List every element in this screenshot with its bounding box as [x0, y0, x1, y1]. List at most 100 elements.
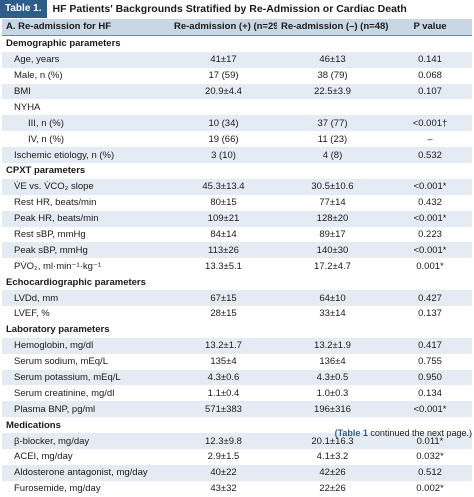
p-value-cell: <0.001*	[413, 244, 447, 256]
table-title-bar: Table 1. HF Patients' Backgrounds Strati…	[0, 0, 474, 18]
table-row: Age, years 41±17 46±13 0.141	[2, 51, 472, 68]
section-label: Demographic parameters	[2, 35, 170, 52]
readmission-minus-cell: 22.5±3.9	[314, 86, 351, 97]
readmission-plus-cell: 40±22	[210, 467, 237, 479]
row-label: Aldosterone antagonist, mg/day	[14, 467, 148, 479]
data-table: A. Re-admission for HF Re-admission (+) …	[2, 19, 472, 497]
table-row: LVEF, % 28±15 33±14 0.137	[2, 306, 472, 322]
readmission-minus-cell: 4.1±3.2	[316, 451, 349, 463]
readmission-plus-cell: 2.9±1.5	[207, 451, 240, 463]
p-value-cell: <0.001†	[412, 117, 448, 129]
row-label: III, n (%)	[28, 117, 64, 129]
p-value-cell: 0.068	[418, 70, 442, 82]
row-label: V̇E vs. V̇CO₂ slope	[14, 181, 94, 193]
readmission-plus-cell: 571±383	[205, 403, 242, 415]
p-value-cell: 0.950	[418, 372, 442, 384]
row-label: Ischemic etiology, n (%)	[14, 149, 115, 161]
table-header-row: A. Re-admission for HF Re-admission (+) …	[2, 19, 472, 36]
p-value-cell	[388, 321, 472, 338]
table-row: Aldosterone antagonist, mg/day 40±22 42±26…	[2, 464, 472, 481]
row-label: Furosemide, mg/day	[14, 483, 101, 495]
p-value-cell	[388, 35, 472, 52]
readmission-minus-cell	[277, 163, 388, 179]
readmission-minus-cell: 38 (79)	[317, 70, 348, 82]
readmission-minus-cell	[277, 417, 388, 434]
section-row: Demographic parameters	[2, 35, 472, 52]
readmission-plus-cell: 17 (59)	[208, 70, 239, 82]
table-row: Peak HR, beats/min 109±21 128±20 <0.001*	[2, 210, 472, 227]
header-p-value: P value	[413, 21, 447, 33]
section-row: Echocardiographic parameters	[2, 274, 472, 291]
p-value-cell	[388, 274, 472, 291]
readmission-minus-cell: 136±4	[319, 356, 346, 368]
readmission-plus-cell: 80±15	[210, 197, 237, 209]
readmission-plus-cell: 43±32	[210, 483, 237, 495]
readmission-minus-cell: 42±26	[319, 467, 346, 479]
readmission-minus-cell: 17.2±4.7	[314, 260, 351, 272]
readmission-minus-cell: 33±14	[319, 308, 346, 320]
header-readmission-minus: Re-admission (–) (n=48)	[281, 21, 388, 33]
table-row: BMI 20.9±4.4 22.5±3.9 0.107	[2, 83, 472, 100]
readmission-minus-cell: 89±17	[319, 229, 346, 241]
row-label: Peak sBP, mmHg	[14, 244, 88, 256]
readmission-plus-cell: 10 (34)	[208, 117, 239, 129]
readmission-minus-cell: 13.2±1.9	[314, 340, 351, 352]
row-label: IV, n (%)	[28, 133, 65, 145]
table-row: Rest HR, beats/min 80±15 77±14 0.432	[2, 195, 472, 211]
row-label: LVDd, mm	[14, 292, 59, 304]
readmission-plus-cell: 12.3±9.8	[205, 435, 242, 447]
header-parameter: A. Re-admission for HF	[6, 21, 112, 33]
row-label: Peak HR, beats/min	[14, 213, 99, 225]
p-value-cell: 0.512	[418, 467, 442, 479]
row-label: Male, n (%)	[14, 70, 63, 82]
row-label: Serum potassium, mEq/L	[14, 372, 121, 384]
readmission-plus-cell: 28±15	[210, 308, 237, 320]
readmission-plus-cell	[170, 321, 277, 338]
row-label: β-blocker, mg/day	[14, 435, 90, 447]
p-value-cell: 0.432	[418, 197, 442, 209]
table-title: HF Patients' Backgrounds Stratified by R…	[52, 3, 407, 15]
readmission-minus-cell	[277, 274, 388, 291]
p-value-cell: 0.002*	[416, 483, 444, 495]
readmission-minus-cell: 46±13	[319, 54, 346, 66]
readmission-minus-cell: 128±20	[316, 213, 349, 225]
readmission-plus-cell: 113±26	[208, 244, 239, 256]
continued-note: (Table 1 continued the next page.)	[335, 428, 472, 438]
readmission-minus-cell: 77±14	[319, 197, 346, 209]
readmission-plus-cell: 19 (66)	[208, 133, 239, 145]
continued-link[interactable]: (Table 1	[334, 428, 368, 438]
readmission-plus-cell: 84±14	[210, 229, 237, 241]
readmission-minus-cell: 22±26	[319, 483, 346, 495]
readmission-plus-cell: 20.9±4.4	[205, 86, 242, 97]
row-label: PV̇O₂, ml·min⁻¹·kg⁻¹	[14, 260, 102, 272]
table-row: Serum potassium, mEq/L 4.3±0.6 4.3±0.5 0.95…	[2, 369, 472, 386]
table-row: Serum sodium, mEq/L 135±4 136±4 0.755	[2, 354, 472, 370]
readmission-minus-cell	[277, 35, 388, 52]
p-value-cell: 0.001*	[416, 260, 444, 272]
continued-text: continued the next page.)	[367, 428, 472, 438]
p-value-cell: 0.532	[418, 149, 442, 161]
p-value-cell: 0.141	[418, 54, 442, 66]
readmission-plus-cell: 45.3±13.4	[202, 181, 245, 193]
row-label: Hemoglobin, mg/dl	[14, 340, 94, 352]
p-value-cell: 0.755	[418, 356, 442, 368]
table-row: Rest sBP, mmHg 84±14 89±17 0.223	[2, 227, 472, 243]
readmission-plus-cell	[170, 417, 277, 434]
row-label: Serum sodium, mEq/L	[14, 356, 108, 368]
table-row: ACEI, mg/day 2.9±1.5 4.1±3.2 0.032*	[2, 449, 472, 465]
row-label: Plasma BNP, pg/ml	[14, 403, 96, 415]
p-value-cell: 0.134	[418, 387, 442, 399]
readmission-minus-cell: 4.3±0.5	[316, 372, 349, 384]
table-row: Furosemide, mg/day 43±32 22±26 0.002*	[2, 481, 472, 497]
readmission-minus-cell: 4 (8)	[322, 149, 343, 161]
readmission-minus-cell: 30.5±10.6	[311, 181, 354, 193]
table-row: Peak sBP, mmHg 113±26 140±30 <0.001*	[2, 242, 472, 259]
readmission-plus-cell	[170, 99, 277, 115]
table-row: IV, n (%) 19 (66) 11 (23) –	[2, 131, 472, 147]
p-value-cell: <0.001*	[413, 181, 447, 193]
row-label: LVEF, %	[14, 308, 50, 320]
row-label: Rest HR, beats/min	[14, 197, 97, 209]
section-row: Medications	[2, 417, 472, 434]
readmission-plus-cell: 3 (10)	[211, 149, 236, 161]
readmission-plus-cell: 135±4	[210, 356, 237, 368]
